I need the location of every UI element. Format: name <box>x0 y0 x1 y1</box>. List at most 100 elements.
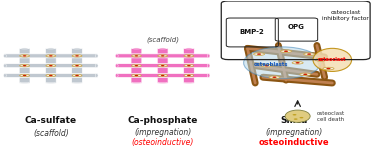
Ellipse shape <box>184 74 194 77</box>
Ellipse shape <box>184 55 194 57</box>
Ellipse shape <box>115 64 118 67</box>
Circle shape <box>23 75 26 76</box>
Circle shape <box>23 65 26 66</box>
Circle shape <box>319 59 323 61</box>
FancyBboxPatch shape <box>72 48 82 83</box>
Text: Ca-phosphate: Ca-phosphate <box>127 116 198 125</box>
Text: Ca-sulfate: Ca-sulfate <box>25 116 77 125</box>
Ellipse shape <box>3 54 6 58</box>
Ellipse shape <box>300 73 311 76</box>
Ellipse shape <box>207 64 210 67</box>
Circle shape <box>135 55 138 57</box>
Ellipse shape <box>3 64 6 67</box>
Ellipse shape <box>46 82 55 83</box>
FancyBboxPatch shape <box>4 64 98 68</box>
FancyBboxPatch shape <box>4 73 98 78</box>
Circle shape <box>300 117 303 118</box>
Ellipse shape <box>20 65 29 67</box>
Ellipse shape <box>72 74 82 77</box>
Ellipse shape <box>184 65 194 67</box>
Circle shape <box>49 65 53 66</box>
Ellipse shape <box>46 65 56 67</box>
Circle shape <box>135 75 138 76</box>
Ellipse shape <box>184 48 194 49</box>
Text: BMP-2: BMP-2 <box>240 29 264 35</box>
Text: osteoclast: osteoclast <box>318 57 347 62</box>
Circle shape <box>294 118 298 120</box>
Text: Silica: Silica <box>280 116 307 125</box>
Ellipse shape <box>72 55 82 57</box>
Ellipse shape <box>207 74 210 77</box>
Ellipse shape <box>313 48 352 71</box>
Ellipse shape <box>132 82 141 83</box>
Circle shape <box>161 55 164 57</box>
Circle shape <box>75 75 79 76</box>
Ellipse shape <box>20 48 29 49</box>
Ellipse shape <box>95 64 98 67</box>
Circle shape <box>23 55 26 57</box>
Ellipse shape <box>46 48 55 49</box>
FancyBboxPatch shape <box>116 54 209 58</box>
Circle shape <box>135 65 138 66</box>
Ellipse shape <box>285 110 310 122</box>
Ellipse shape <box>95 54 98 58</box>
FancyBboxPatch shape <box>45 48 56 83</box>
Ellipse shape <box>315 59 326 61</box>
Text: (osteoinductive): (osteoinductive) <box>132 138 194 147</box>
Ellipse shape <box>158 48 167 49</box>
Ellipse shape <box>292 61 303 64</box>
Text: (scaffold): (scaffold) <box>33 129 69 138</box>
Circle shape <box>187 65 191 66</box>
Ellipse shape <box>46 55 56 57</box>
Circle shape <box>296 62 300 63</box>
Circle shape <box>187 55 191 57</box>
Ellipse shape <box>72 82 82 83</box>
Ellipse shape <box>207 54 210 58</box>
Circle shape <box>284 50 288 52</box>
Ellipse shape <box>184 82 194 83</box>
Ellipse shape <box>132 74 141 77</box>
Ellipse shape <box>261 64 272 67</box>
Ellipse shape <box>115 74 118 77</box>
Ellipse shape <box>158 74 168 77</box>
Ellipse shape <box>115 54 118 58</box>
Text: (scaffold): (scaffold) <box>146 36 179 43</box>
Ellipse shape <box>132 48 141 49</box>
Ellipse shape <box>323 67 334 70</box>
Ellipse shape <box>253 53 265 55</box>
Circle shape <box>326 68 330 69</box>
Ellipse shape <box>95 74 98 77</box>
Circle shape <box>293 114 296 115</box>
Ellipse shape <box>72 65 82 67</box>
Text: (impregnation): (impregnation) <box>134 128 191 137</box>
FancyBboxPatch shape <box>4 54 98 58</box>
Text: (impregnation): (impregnation) <box>265 128 322 137</box>
Ellipse shape <box>244 47 321 79</box>
Ellipse shape <box>304 53 315 55</box>
Circle shape <box>257 53 261 55</box>
Text: osteoinductive: osteoinductive <box>259 138 329 147</box>
Ellipse shape <box>20 74 29 77</box>
Ellipse shape <box>158 82 167 83</box>
Circle shape <box>49 75 53 76</box>
FancyBboxPatch shape <box>183 48 194 83</box>
Circle shape <box>75 55 79 57</box>
FancyBboxPatch shape <box>131 48 142 83</box>
FancyBboxPatch shape <box>157 48 168 83</box>
Ellipse shape <box>3 74 6 77</box>
Ellipse shape <box>158 55 168 57</box>
Circle shape <box>272 76 277 78</box>
Circle shape <box>187 75 191 76</box>
Text: osteoclast
cell death: osteoclast cell death <box>317 111 345 122</box>
Ellipse shape <box>20 55 29 57</box>
FancyBboxPatch shape <box>116 64 209 68</box>
FancyBboxPatch shape <box>116 73 209 78</box>
Ellipse shape <box>132 55 141 57</box>
Ellipse shape <box>20 82 29 83</box>
Text: osteoblasts: osteoblasts <box>253 62 288 67</box>
Text: OPG: OPG <box>288 24 305 30</box>
Ellipse shape <box>281 50 291 53</box>
Circle shape <box>161 65 164 66</box>
Circle shape <box>265 65 269 66</box>
FancyBboxPatch shape <box>19 48 30 83</box>
